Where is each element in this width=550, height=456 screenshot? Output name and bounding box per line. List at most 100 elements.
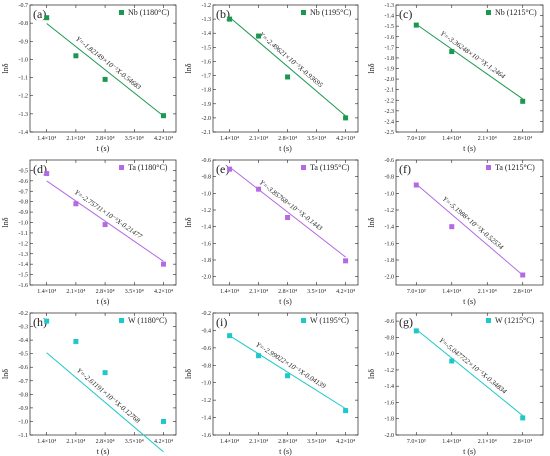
y-tick-label: -1.2 bbox=[202, 398, 212, 404]
y-tick-label: -1.1 bbox=[19, 433, 29, 439]
y-axis-label: lnδ bbox=[184, 369, 193, 379]
panel-letter: (a) bbox=[33, 7, 46, 21]
x-tick-label: 3.5×10⁴ bbox=[307, 289, 326, 295]
y-axis-label: lnδ bbox=[367, 63, 376, 73]
x-tick-label: 7.0×10³ bbox=[407, 289, 426, 295]
x-tick-label: 2.8×10⁴ bbox=[278, 439, 297, 445]
plot-frame bbox=[212, 4, 359, 133]
legend-label: W (1215°C) bbox=[495, 316, 535, 325]
legend-marker bbox=[486, 318, 491, 323]
data-point bbox=[44, 171, 50, 177]
y-tick-label: -0.5 bbox=[19, 168, 29, 174]
y-tick-label: -0.8 bbox=[202, 175, 212, 181]
y-tick-label: -2.0 bbox=[385, 433, 395, 439]
data-point bbox=[449, 358, 455, 364]
y-tick-label: -1.0 bbox=[385, 352, 395, 358]
x-tick-label: 2.1×10⁴ bbox=[249, 439, 268, 445]
x-tick-label: 2.8×10⁴ bbox=[513, 136, 532, 142]
x-tick-label: 2.8×10⁴ bbox=[513, 289, 532, 295]
y-tick-label: -0.6 bbox=[19, 365, 29, 371]
chart-panel-e: -0.6 -0.8 -1.0 -1.2 -1.4 -1.6 -1.8 -2.0 1.4×10⁴ 2… bbox=[184, 158, 359, 306]
data-point bbox=[160, 113, 166, 119]
y-tick-label: -2.4 bbox=[385, 119, 395, 125]
x-tick-label: 2.1×10⁴ bbox=[249, 136, 268, 142]
y-tick-label: -1.3 bbox=[202, 17, 212, 23]
legend-label: Ta (1180°C) bbox=[128, 163, 168, 172]
x-tick-label: 4.2×10⁴ bbox=[336, 136, 355, 142]
y-tick-label: -0.2 bbox=[202, 311, 212, 317]
legend-marker bbox=[119, 165, 124, 170]
plot-frame bbox=[29, 4, 177, 133]
fit-line bbox=[415, 23, 524, 100]
x-tick-label: 1.4×10⁴ bbox=[442, 439, 461, 445]
data-point bbox=[285, 74, 291, 80]
plot-frame bbox=[212, 159, 359, 286]
fit-equation: Y=-3.36248×10⁻⁵X-1.2464 bbox=[439, 29, 507, 80]
x-axis-label: t (s) bbox=[463, 144, 476, 153]
fit-line bbox=[46, 23, 164, 117]
x-axis-label: t (s) bbox=[463, 447, 476, 456]
data-point bbox=[256, 353, 262, 359]
y-tick-label: -1.8 bbox=[385, 417, 395, 423]
y-tick-label: -1.0 bbox=[202, 381, 212, 387]
x-axis-label: t (s) bbox=[97, 297, 110, 306]
y-tick-label: -2.2 bbox=[385, 98, 395, 104]
data-point bbox=[285, 215, 291, 220]
y-axis-label: lnδ bbox=[1, 369, 10, 379]
fit-line bbox=[229, 166, 346, 258]
data-point bbox=[227, 333, 233, 339]
y-tick-label: -1.4 bbox=[19, 262, 29, 268]
legend-marker bbox=[119, 10, 124, 15]
x-axis-label: t (s) bbox=[97, 144, 110, 153]
x-tick-label: 7.0×10³ bbox=[407, 136, 426, 142]
y-tick-label: -1.4 bbox=[19, 130, 29, 136]
fit-line bbox=[415, 329, 524, 417]
y-tick-label: -1.8 bbox=[202, 88, 212, 94]
x-tick-label: 2.1×10⁴ bbox=[66, 136, 85, 142]
x-tick-label: 1.4×10⁴ bbox=[442, 136, 461, 142]
data-point bbox=[102, 222, 108, 228]
y-tick-label: -1.3 bbox=[19, 112, 29, 118]
fit-equation: Y=-2.99022×10⁻⁵X-0.04139 bbox=[254, 341, 327, 391]
x-tick-label: 2.8×10⁴ bbox=[96, 136, 115, 142]
y-tick-label: -0.9 bbox=[19, 406, 29, 412]
chart-panel-c: -1.3 -1.4 -1.5 -1.6 -1.7 -1.8 -1.9 -2.0 -2.1 -2.2… bbox=[367, 3, 544, 153]
y-tick-label: -1.2 bbox=[19, 94, 29, 100]
x-tick-label: 2.8×10⁴ bbox=[96, 439, 115, 445]
data-point bbox=[256, 186, 262, 192]
panel-letter: (c) bbox=[399, 7, 412, 21]
y-axis-label: lnδ bbox=[184, 63, 193, 73]
y-tick-label: -0.7 bbox=[19, 379, 29, 385]
y-tick-label: -1.6 bbox=[385, 400, 395, 406]
x-tick-label: 1.4×10⁴ bbox=[37, 289, 56, 295]
legend-marker bbox=[486, 165, 491, 170]
data-point bbox=[343, 115, 349, 121]
legend-marker bbox=[301, 318, 306, 323]
y-tick-label: -1.2 bbox=[385, 208, 395, 214]
data-point bbox=[73, 53, 79, 59]
y-tick-label: -1.3 bbox=[19, 252, 29, 258]
x-tick-label: 1.4×10⁴ bbox=[442, 289, 461, 295]
y-tick-label: -1.4 bbox=[385, 384, 395, 390]
legend-marker bbox=[301, 10, 306, 15]
fit-line bbox=[229, 335, 346, 410]
legend-marker bbox=[486, 10, 491, 15]
y-tick-label: -1.2 bbox=[202, 208, 212, 214]
data-point bbox=[520, 98, 526, 104]
x-tick-label: 2.1×10⁴ bbox=[478, 136, 497, 142]
y-tick-label: -2.1 bbox=[202, 130, 212, 136]
legend-label: Nb (1195°C) bbox=[310, 8, 352, 17]
x-tick-label: 3.5×10⁴ bbox=[307, 136, 326, 142]
legend-marker bbox=[301, 165, 306, 170]
y-tick-label: -0.8 bbox=[19, 392, 29, 398]
data-point bbox=[44, 318, 50, 324]
y-tick-label: -0.4 bbox=[202, 328, 212, 334]
legend-label: W (1195°C) bbox=[310, 316, 349, 325]
fit-equation: Y=-2.75711×10⁻⁵X-0.21477 bbox=[73, 188, 144, 240]
x-tick-label: 2.8×10⁴ bbox=[278, 136, 297, 142]
data-point bbox=[44, 15, 50, 21]
y-tick-label: -0.8 bbox=[202, 363, 212, 369]
data-point bbox=[520, 415, 526, 421]
y-tick-label: -1.2 bbox=[19, 241, 29, 247]
y-tick-label: -2.0 bbox=[202, 116, 212, 122]
